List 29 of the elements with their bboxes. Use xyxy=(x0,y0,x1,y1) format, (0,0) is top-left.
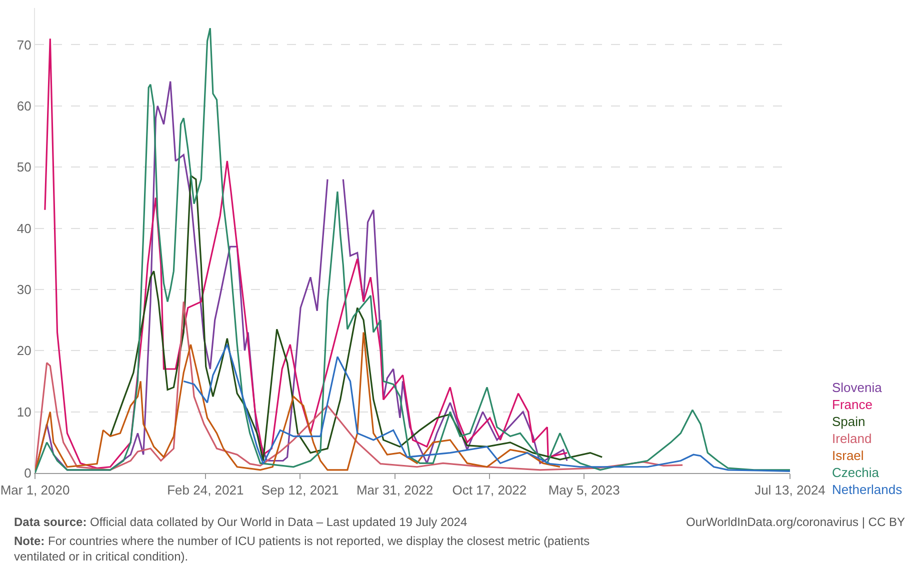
y-tick-label: 40 xyxy=(16,220,32,236)
y-tick-label: 60 xyxy=(16,98,32,114)
line-series xyxy=(35,331,561,473)
y-tick-label: 50 xyxy=(16,160,32,175)
line-series xyxy=(109,174,603,462)
x-tick-label: Mar 31, 2022 xyxy=(356,482,434,498)
text: Czechia xyxy=(832,465,880,480)
x-tick-label: Jul 13, 2024 xyxy=(754,482,826,498)
line-series xyxy=(182,344,790,472)
text: Spain xyxy=(832,414,866,429)
x-tick-label: Sep 12, 2021 xyxy=(261,482,339,498)
x-tick-label: Feb 24, 2021 xyxy=(167,482,244,498)
text: Ireland xyxy=(832,431,872,446)
text: France xyxy=(832,397,872,412)
text: Note: For countries where the number of ICU patients is not reported, we display the closest metric (patients ventilated or in critical condition). xyxy=(14,534,590,564)
y-tick-label: 10 xyxy=(16,404,32,420)
text: OurWorldInData.org/coronavirus | CC BY xyxy=(686,515,905,529)
x-tick-label: Oct 17, 2022 xyxy=(452,482,527,498)
y-tick-label: 30 xyxy=(16,282,32,297)
source-note: Data source: Official data collated by Our World in Data – Last updated 19 July 2024 xyxy=(14,515,468,529)
x-tick-label: Mar 1, 2020 xyxy=(0,482,70,498)
text: Netherlands xyxy=(832,482,903,497)
line-series xyxy=(35,300,684,473)
text: Slovenia xyxy=(832,380,883,395)
text: Israel xyxy=(832,448,864,463)
y-tick-label: 70 xyxy=(16,37,32,52)
x-tick-label: May 5, 2023 xyxy=(548,482,620,498)
y-tick-label: 0 xyxy=(24,466,32,481)
y-tick-label: 20 xyxy=(16,343,32,358)
